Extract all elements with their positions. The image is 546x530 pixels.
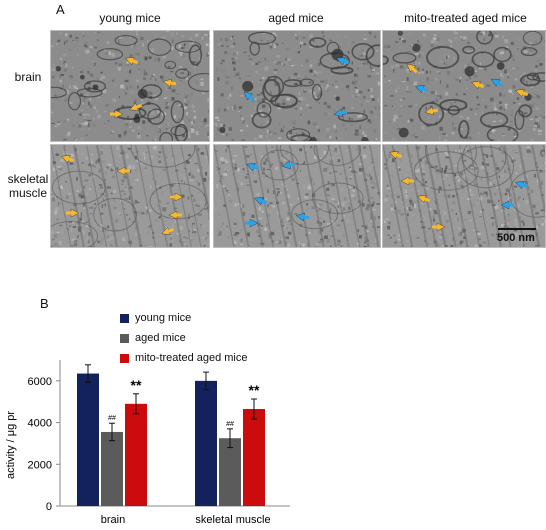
micrograph-muscle-young-arrow-2 (116, 166, 130, 176)
micrograph-brain-aged-arrow-3 (333, 108, 348, 118)
bar-2-1 (243, 409, 265, 506)
bar-0-1 (195, 380, 217, 506)
micrograph-brain-young-arrow-3 (129, 102, 143, 111)
legend-swatch-young (120, 313, 129, 323)
micrograph-brain-mito-treated-arrow-2 (415, 85, 429, 94)
legend-item-young: young mice (120, 312, 191, 324)
micrograph-brain-mito-treated-arrow-4 (424, 106, 439, 116)
micrograph-brain-young-arrow-2 (162, 78, 177, 88)
micrograph-muscle-mito-treated-arrow-2 (400, 176, 414, 186)
legend-label-mito-treated: mito-treated aged mice (135, 352, 248, 364)
micrograph-muscle-aged-arrow-4 (295, 212, 310, 222)
column-title-mito-treated: mito-treated aged mice (404, 11, 527, 25)
bar-1-1 (219, 438, 241, 506)
significance-label-1-0: ## (108, 415, 116, 422)
micrograph-muscle-aged-arrow-2 (281, 160, 296, 170)
micrograph-muscle-aged-arrow-5 (245, 218, 259, 228)
legend-label-young: young mice (135, 312, 192, 324)
micrograph-brain-young-arrow-1 (125, 57, 139, 66)
micrograph-muscle-mito-treated (382, 144, 546, 248)
panel-b-letter: B (40, 296, 49, 311)
micrograph-muscle-mito-treated-arrow-5 (515, 181, 529, 190)
micrograph-muscle-young-arrow-4 (170, 192, 184, 202)
legend-swatch-aged (120, 333, 129, 343)
micrograph-brain-mito-treated-arrow-3 (471, 81, 485, 90)
panel-a-letter: A (56, 2, 65, 17)
legend-label-aged: aged mice (135, 332, 186, 344)
micrograph-brain-aged-arrow-1 (336, 57, 350, 66)
row-label-brain: brain (14, 70, 42, 84)
significance-label-2-0: ** (131, 377, 142, 393)
legend-swatch-mito-treated (120, 353, 129, 363)
significance-label-2-1: ** (249, 382, 260, 398)
micrograph-brain-young (50, 30, 210, 142)
y-tick-label-2: 4000 (28, 418, 52, 430)
micrograph-muscle-aged-arrow-3 (254, 197, 268, 206)
row-label-muscle: muscle (8, 186, 47, 200)
micrograph-muscle-aged (213, 144, 381, 248)
row-label-skeletal: skeletal (7, 172, 49, 186)
micrograph-muscle-young-arrow-3 (66, 208, 80, 218)
micrograph-muscle-mito-treated-arrow-3 (417, 195, 431, 204)
column-title-young: young mice (99, 11, 161, 25)
bar-2-0 (125, 403, 147, 506)
micrograph-muscle-aged-arrow-1 (246, 163, 260, 172)
micrograph-brain-mito-treated (382, 30, 546, 142)
micrograph-brain-mito-treated-arrow-5 (515, 89, 529, 98)
y-axis-label: activity / μg pr (5, 411, 17, 479)
micrograph-brain-mito-treated-arrow-6 (490, 78, 504, 87)
y-tick-label-0: 0 (46, 501, 52, 513)
x-tick-label-brain: brain (101, 514, 125, 526)
x-tick-label-skeletal-muscle: skeletal muscle (195, 514, 270, 526)
significance-label-1-1: ## (226, 421, 234, 428)
bar-0-0 (77, 373, 99, 506)
micrograph-muscle-mito-treated-arrow-1 (389, 151, 403, 160)
legend-item-mito-treated: mito-treated aged mice (120, 352, 248, 364)
y-tick-label-3: 6000 (28, 376, 52, 388)
column-title-aged: aged mice (268, 11, 324, 25)
micrograph-brain-aged (213, 30, 381, 142)
micrograph-muscle-mito-treated-arrow-4 (432, 222, 446, 232)
micrograph-brain-young-arrow-4 (110, 109, 124, 119)
legend-item-aged: aged mice (120, 332, 186, 344)
scale-bar-label: 500 nm (497, 232, 535, 244)
micrograph-muscle-mito-treated-arrow-6 (500, 200, 514, 210)
bar-chart: activity / μg pr 0 2000 4000 6000 ## ** ## ** b… (5, 360, 290, 526)
scale-bar-line (498, 228, 536, 230)
bar-1-0 (101, 431, 123, 506)
y-tick-label-1: 2000 (28, 459, 52, 471)
micrograph-brain-mito-treated-arrow-1 (406, 63, 418, 74)
micrograph-muscle-young-arrow-1 (61, 155, 75, 164)
micrograph-brain-aged-arrow-2 (243, 91, 255, 102)
micrograph-muscle-young-arrow-6 (161, 226, 175, 235)
micrograph-muscle-young-arrow-5 (168, 210, 182, 220)
micrograph-muscle-young (50, 144, 210, 248)
